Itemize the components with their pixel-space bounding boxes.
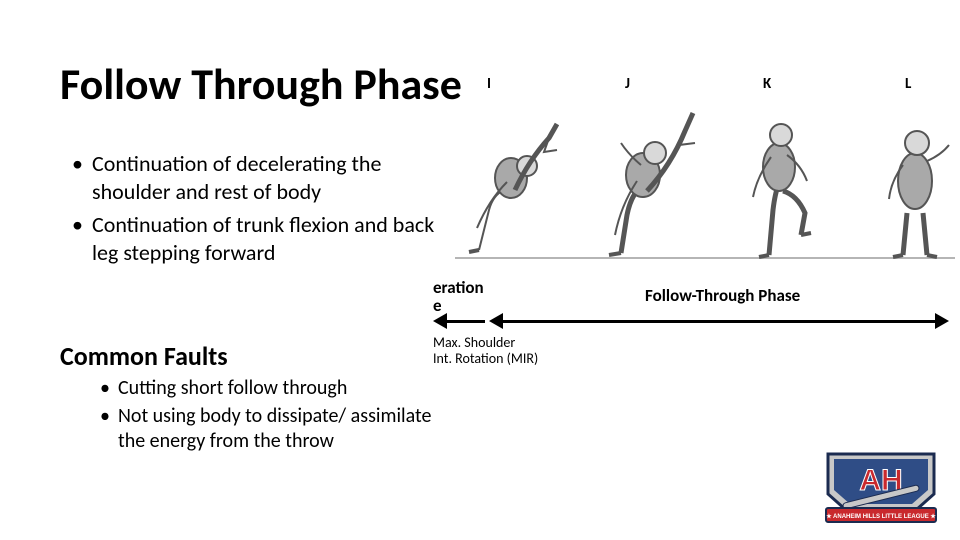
arrow-left-icon	[489, 313, 503, 329]
pitcher-frame-k	[727, 95, 827, 260]
pitchers-row	[455, 97, 955, 272]
list-item: Not using body to dissipate/ assimilate …	[100, 404, 440, 453]
sub-bullets: Cutting short follow through Not using b…	[100, 376, 440, 457]
arrow-right-icon	[935, 313, 949, 329]
arrow-left-icon	[433, 313, 447, 329]
arrow-caption: Max. Shoulder Int. Rotation (MIR)	[433, 335, 538, 367]
main-bullets: Continuation of decelerating the shoulde…	[72, 150, 452, 272]
phase-arrows	[455, 311, 955, 331]
caption-line: Max. Shoulder	[433, 335, 538, 351]
list-item: Continuation of decelerating the shoulde…	[72, 150, 452, 205]
frame-letter: J	[625, 75, 630, 93]
pitcher-frame-l	[869, 95, 959, 260]
logo-svg: AH ★ ANAHEIM HILLS LITTLE LEAGUE ★	[820, 450, 942, 526]
arrow-segment-prev	[447, 320, 485, 323]
page-title: Follow Through Phase	[60, 60, 462, 108]
league-logo: AH ★ ANAHEIM HILLS LITTLE LEAGUE ★	[820, 450, 942, 526]
list-item: Continuation of trunk flexion and back l…	[72, 211, 452, 266]
phase-label-follow-through: Follow-Through Phase	[645, 285, 800, 306]
list-item: Cutting short follow through	[100, 376, 440, 400]
pitcher-frame-i	[449, 100, 559, 260]
frame-letter: K	[763, 75, 771, 93]
arrow-segment-follow	[503, 320, 935, 323]
caption-line: Int. Rotation (MIR)	[433, 351, 538, 367]
frame-letter: I	[487, 75, 491, 93]
slide: Follow Through Phase Continuation of dec…	[0, 0, 960, 540]
follow-through-figure: I J K L	[455, 75, 955, 365]
logo-banner-text: ★ ANAHEIM HILLS LITTLE LEAGUE ★	[826, 513, 936, 520]
subheading-common-faults: Common Faults	[60, 340, 228, 372]
frame-letters-row: I J K L	[455, 75, 955, 95]
pitcher-frame-j	[581, 95, 701, 260]
frame-letter: L	[905, 75, 911, 93]
